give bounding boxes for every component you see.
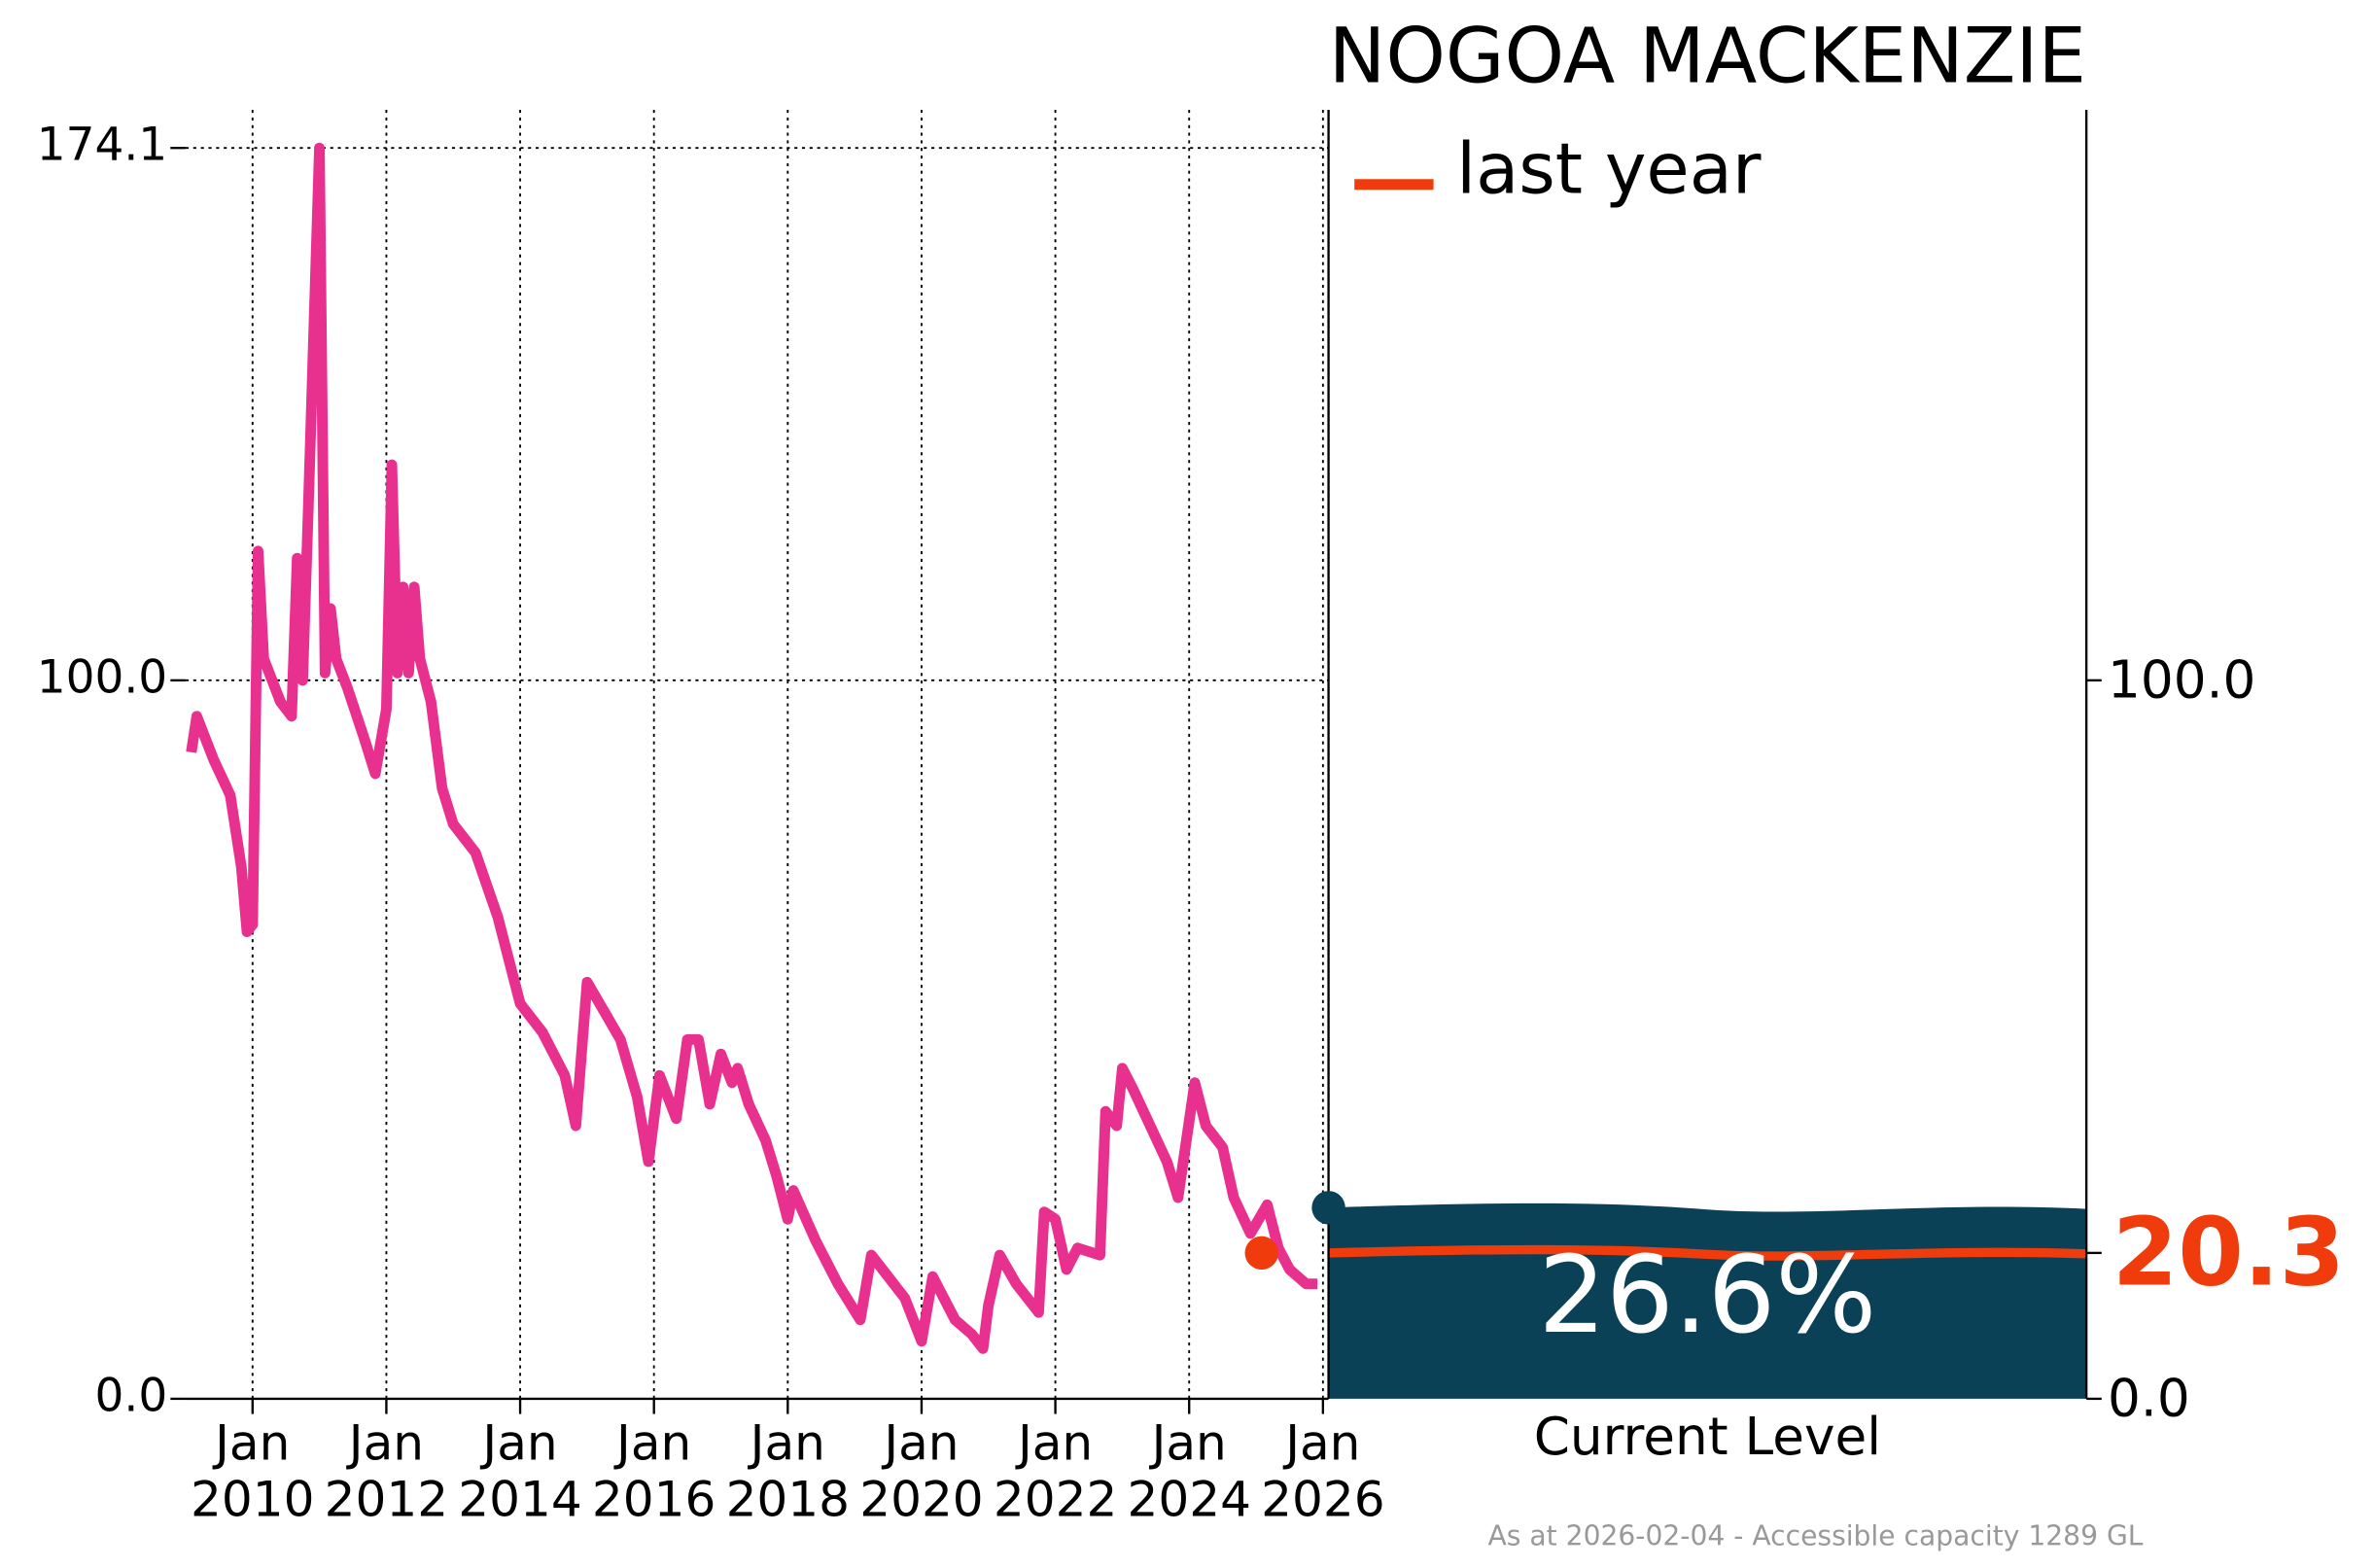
x-tick-label-box: Jan 2020	[859, 1415, 984, 1528]
legend-label: last year	[1456, 127, 1762, 209]
y2-tick-label: 0.0	[2108, 1369, 2190, 1429]
x-tick-label-box: Jan 2022	[993, 1415, 1118, 1528]
x-axis-label: Current Level	[1534, 1407, 1881, 1467]
x-tick-label-box: Jan 2014	[458, 1415, 582, 1528]
x-tick-label: Jan 2026	[1261, 1415, 1385, 1528]
x-tick-label-box: Jan 2026	[1261, 1415, 1385, 1528]
x-tick-label-box: Jan 2018	[725, 1415, 851, 1528]
x-tick-label-box: Jan 2016	[591, 1415, 716, 1528]
x-tick-label: Jan 2016	[591, 1415, 716, 1528]
x-tick-label: Jan 2020	[859, 1415, 984, 1528]
x-tick-label: Jan 2010	[191, 1415, 315, 1528]
x-tick-label-box: Jan 2012	[324, 1415, 449, 1528]
x-tick-label: Jan 2012	[324, 1415, 449, 1528]
x-tick-label: Jan 2018	[725, 1415, 851, 1528]
y-tick-label: 100.0	[37, 650, 167, 704]
data-line	[186, 142, 1318, 1354]
last-year-line	[1328, 1244, 2087, 1261]
y-tick-label: 0.0	[95, 1369, 168, 1422]
footnote: As at 2026-02-04 - Accessible capacity 1…	[1488, 1519, 2144, 1551]
last-year-dot	[1244, 1236, 1278, 1271]
x-tick-label-box: Jan 2024	[1127, 1415, 1251, 1528]
y-tick-label: 174.1	[37, 119, 167, 172]
y2-tick-label: 100.0	[2108, 650, 2255, 711]
current-dot	[1311, 1191, 1345, 1225]
level-label: 26.6%	[1538, 1233, 1876, 1357]
x-tick-label-box: Jan 2010	[191, 1415, 315, 1528]
x-tick-label: Jan 2024	[1127, 1415, 1251, 1528]
x-tick-label: Jan 2014	[458, 1415, 582, 1528]
x-tick-label: Jan 2022	[993, 1415, 1118, 1528]
chart-title: NOGOA MACKENZIE	[1329, 12, 2086, 100]
last-year-value: 20.3	[2112, 1198, 2345, 1307]
